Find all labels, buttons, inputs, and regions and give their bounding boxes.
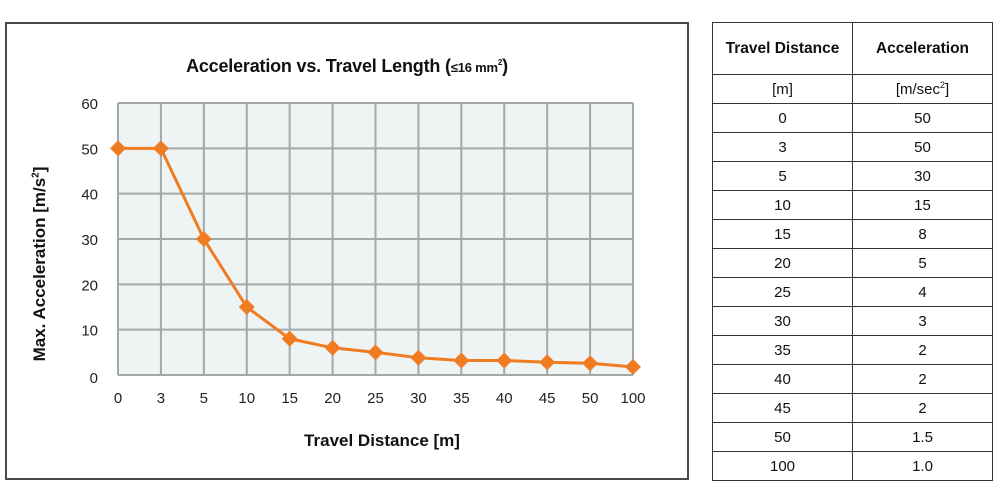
cell-acceleration: 4 [852,277,993,307]
cell-travel-distance: 20 [712,248,853,278]
x-tick-label: 15 [281,390,298,407]
y-tick-label: 40 [81,187,98,204]
diamond-marker-icon [152,140,169,157]
chart-title-close: ) [502,56,508,76]
table-row: 25 4 [712,277,993,307]
cell-travel-distance: 25 [712,277,853,307]
chart-title: Acceleration vs. Travel Length (≤16 mm2) [7,56,687,77]
cell-acceleration: 2 [852,364,993,394]
cell-acceleration: 2 [852,393,993,423]
diamond-marker-icon [625,358,641,375]
table-row: 40 2 [712,364,993,394]
unit-acceleration-sup: 2 [940,80,946,90]
table-header-row: Travel Distance Acceleration [712,22,993,75]
y-axis-label: Max. Acceleration [m/s2] [30,167,50,362]
cell-acceleration: 30 [852,161,993,191]
table-row: 30 3 [712,306,993,336]
x-tick-label: 10 [238,390,255,407]
cell-travel-distance: 0 [712,103,853,133]
y-tick-label: 20 [81,277,98,294]
unit-acceleration: [m/sec2] [852,74,993,104]
cell-acceleration: 1.5 [852,422,993,452]
table-row: 15 8 [712,219,993,249]
y-axis-label-close: ] [30,166,49,173]
x-tick-label: 40 [496,390,513,407]
cell-travel-distance: 15 [712,219,853,249]
cell-acceleration: 3 [852,306,993,336]
table-row: 10 15 [712,190,993,220]
chart-panel: Acceleration vs. Travel Length (≤16 mm2)… [5,22,689,480]
x-tick-label: 5 [200,390,208,407]
x-tick-label: 0 [114,390,122,407]
cell-acceleration: 50 [852,132,993,162]
cell-acceleration: 1.0 [852,451,993,481]
x-tick-label: 35 [453,390,470,407]
y-tick-label: 0 [90,370,98,387]
data-table: Travel Distance Acceleration [m] [m/sec2… [712,22,993,481]
table-row: 50 1.5 [712,422,993,452]
cell-travel-distance: 50 [712,422,853,452]
header-travel-distance: Travel Distance [712,22,853,75]
diamond-marker-icon [367,344,384,361]
cell-acceleration: 15 [852,190,993,220]
table-row: 5 30 [712,161,993,191]
x-tick-label: 20 [324,390,341,407]
cell-acceleration: 5 [852,248,993,278]
header-acceleration: Acceleration [852,22,993,75]
diamond-marker-icon [110,140,126,157]
diamond-marker-icon [539,354,556,371]
cell-acceleration: 50 [852,103,993,133]
cell-acceleration: 2 [852,335,993,365]
y-tick-label: 60 [81,96,98,113]
unit-travel-distance: [m] [712,74,853,104]
diamond-marker-icon [582,355,599,372]
chart-title-sup: 2 [497,58,503,67]
x-axis-label: Travel Distance [m] [304,431,460,450]
chart-title-unit: ≤16 mm [450,60,498,75]
cell-travel-distance: 40 [712,364,853,394]
y-axis-label-sup: 2 [30,172,42,178]
x-tick-label: 50 [582,390,599,407]
y-axis-label-text: Max. Acceleration [m/s [30,177,49,362]
y-tick-label: 50 [81,141,98,158]
table-row: 35 2 [712,335,993,365]
diamond-marker-icon [238,299,255,315]
diamond-marker-icon [195,231,212,247]
unit-acceleration-text: [m/sec [895,81,940,98]
cell-travel-distance: 45 [712,393,853,423]
cell-acceleration: 8 [852,219,993,249]
chart-title-text: Acceleration vs. Travel Length ( [186,56,451,76]
cell-travel-distance: 3 [712,132,853,162]
diamond-marker-icon [453,352,470,369]
y-tick-label: 30 [81,232,98,249]
table-row: 0 50 [712,103,993,133]
table-row: 20 5 [712,248,993,278]
y-tick-label: 10 [81,323,98,340]
table-units-row: [m] [m/sec2] [712,74,993,104]
table-row: 45 2 [712,393,993,423]
cell-travel-distance: 30 [712,306,853,336]
cell-travel-distance: 10 [712,190,853,220]
diamond-marker-icon [496,352,513,369]
x-tick-label: 3 [157,390,165,407]
x-tick-label: 100 [620,390,645,407]
x-tick-label: 30 [410,390,427,407]
table-row: 100 1.0 [712,451,993,481]
cell-travel-distance: 5 [712,161,853,191]
unit-acceleration-close: ] [945,81,950,98]
diamond-marker-icon [281,330,298,347]
diamond-marker-icon [324,339,341,356]
table-row: 3 50 [712,132,993,162]
diamond-marker-icon [410,349,427,366]
cell-travel-distance: 35 [712,335,853,365]
x-tick-label: 25 [367,390,384,407]
x-tick-label: 45 [539,390,556,407]
cell-travel-distance: 100 [712,451,853,481]
